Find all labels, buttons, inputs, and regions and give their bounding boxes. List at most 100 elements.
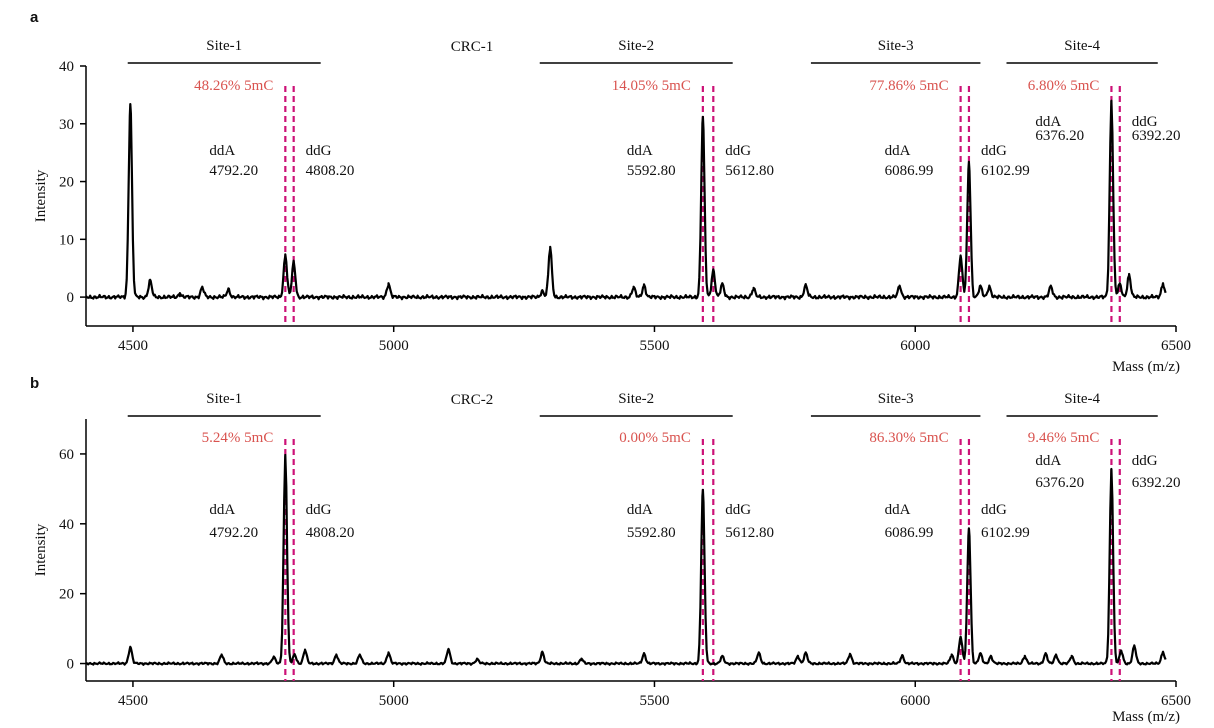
- peak-point: [304, 650, 305, 651]
- methylation-percent-label: 14.05% 5mC: [612, 78, 691, 94]
- y-axis-title: Intensity: [33, 523, 49, 576]
- site-label: Site-4: [1064, 391, 1100, 407]
- x-tick-label: 5000: [379, 693, 409, 709]
- peak-point: [1024, 656, 1025, 657]
- peak-point: [980, 653, 981, 654]
- ddA-mass-label: 6376.20: [1035, 475, 1084, 491]
- site-label: Site-3: [878, 38, 914, 54]
- ddG-label: ddG: [725, 143, 751, 159]
- peak-point: [968, 528, 969, 529]
- peak-point: [960, 256, 961, 257]
- peak-point: [1050, 286, 1051, 287]
- sample-label: CRC-1: [451, 39, 494, 55]
- methylation-percent-label: 86.30% 5mC: [869, 430, 948, 446]
- ddG-label: ddG: [725, 502, 751, 518]
- methylation-percent-label: 5.24% 5mC: [202, 430, 274, 446]
- ddA-mass-label: 4792.20: [209, 525, 258, 541]
- peak-point: [722, 656, 723, 657]
- ddG-label: ddG: [1132, 114, 1158, 130]
- peak-point: [1119, 284, 1120, 285]
- ddA-mass-label: 6086.99: [885, 163, 934, 179]
- ddG-mass-label: 4808.20: [306, 525, 355, 541]
- peak-point: [722, 284, 723, 285]
- ddG-label: ddG: [306, 143, 332, 159]
- ddA-label: ddA: [627, 143, 653, 159]
- ddA-label: ddA: [209, 502, 235, 518]
- x-axis-title: Mass (m/z): [1112, 359, 1180, 375]
- peak-point: [285, 455, 286, 456]
- peak-point: [130, 105, 131, 106]
- ddA-mass-label: 6086.99: [885, 525, 934, 541]
- x-tick-label: 5500: [639, 338, 669, 354]
- y-tick-label: 20: [59, 175, 74, 191]
- site-label: Site-1: [206, 38, 242, 54]
- ddG-label: ddG: [1132, 453, 1158, 469]
- peak-point: [1111, 469, 1112, 470]
- peak-point: [805, 652, 806, 653]
- ddG-mass-label: 5612.80: [725, 525, 774, 541]
- ddG-mass-label: 6102.99: [981, 163, 1030, 179]
- spectrum-line: [85, 453, 1167, 666]
- y-tick-label: 20: [59, 587, 74, 603]
- ddA-label: ddA: [885, 502, 911, 518]
- panel-letter: b: [30, 375, 39, 392]
- ddA-mass-label: 6376.20: [1035, 128, 1084, 144]
- peak-point: [130, 647, 131, 648]
- ddA-mass-label: 5592.80: [627, 163, 676, 179]
- ddA-label: ddA: [1035, 453, 1061, 469]
- peak-point: [960, 637, 961, 638]
- methylation-percent-label: 9.46% 5mC: [1028, 430, 1100, 446]
- peak-point: [968, 162, 969, 163]
- panel-letter: a: [30, 9, 39, 26]
- y-tick-label: 40: [59, 517, 74, 533]
- x-tick-label: 4500: [118, 693, 148, 709]
- peak-point: [951, 655, 952, 656]
- spectrum-line: [85, 99, 1167, 301]
- site-label: Site-4: [1064, 38, 1100, 54]
- peak-point: [849, 654, 850, 655]
- peak-point: [753, 288, 754, 289]
- peak-point: [1134, 645, 1135, 646]
- peak-point: [550, 247, 551, 248]
- peak-point: [1045, 653, 1046, 654]
- peak-point: [899, 286, 900, 287]
- y-axis-title: Intensity: [33, 169, 49, 222]
- x-axis-title: Mass (m/z): [1112, 709, 1180, 725]
- peak-point: [990, 656, 991, 657]
- peak-point: [758, 652, 759, 653]
- peak-point: [294, 654, 295, 655]
- y-tick-label: 40: [59, 59, 74, 75]
- ddG-mass-label: 5612.80: [725, 163, 774, 179]
- peak-point: [805, 285, 806, 286]
- x-tick-label: 5000: [379, 338, 409, 354]
- peak-point: [1071, 656, 1072, 657]
- ddA-label: ddA: [209, 143, 235, 159]
- ddG-label: ddG: [981, 143, 1007, 159]
- peak-point: [388, 284, 389, 285]
- site-label: Site-2: [618, 38, 654, 54]
- ddA-mass-label: 5592.80: [627, 525, 676, 541]
- x-tick-label: 5500: [639, 693, 669, 709]
- peak-point: [221, 655, 222, 656]
- peak-point: [1111, 101, 1112, 102]
- methylation-percent-label: 0.00% 5mC: [619, 430, 691, 446]
- peak-point: [1121, 651, 1122, 652]
- y-tick-label: 0: [67, 290, 75, 306]
- y-tick-label: 60: [59, 447, 74, 463]
- peak-point: [1162, 284, 1163, 285]
- peak-point: [902, 655, 903, 656]
- methylation-percent-label: 77.86% 5mC: [869, 78, 948, 94]
- methylation-percent-label: 6.80% 5mC: [1028, 78, 1100, 94]
- peak-point: [633, 287, 634, 288]
- peak-point: [542, 652, 543, 653]
- ddG-mass-label: 6102.99: [981, 525, 1030, 541]
- peak-point: [643, 285, 644, 286]
- peak-point: [643, 653, 644, 654]
- peak-point: [202, 287, 203, 288]
- peak-point: [477, 659, 478, 660]
- peak-point: [285, 255, 286, 256]
- peak-point: [702, 117, 703, 118]
- peak-point: [797, 656, 798, 657]
- ddG-label: ddG: [981, 502, 1007, 518]
- ddA-mass-label: 4792.20: [209, 163, 258, 179]
